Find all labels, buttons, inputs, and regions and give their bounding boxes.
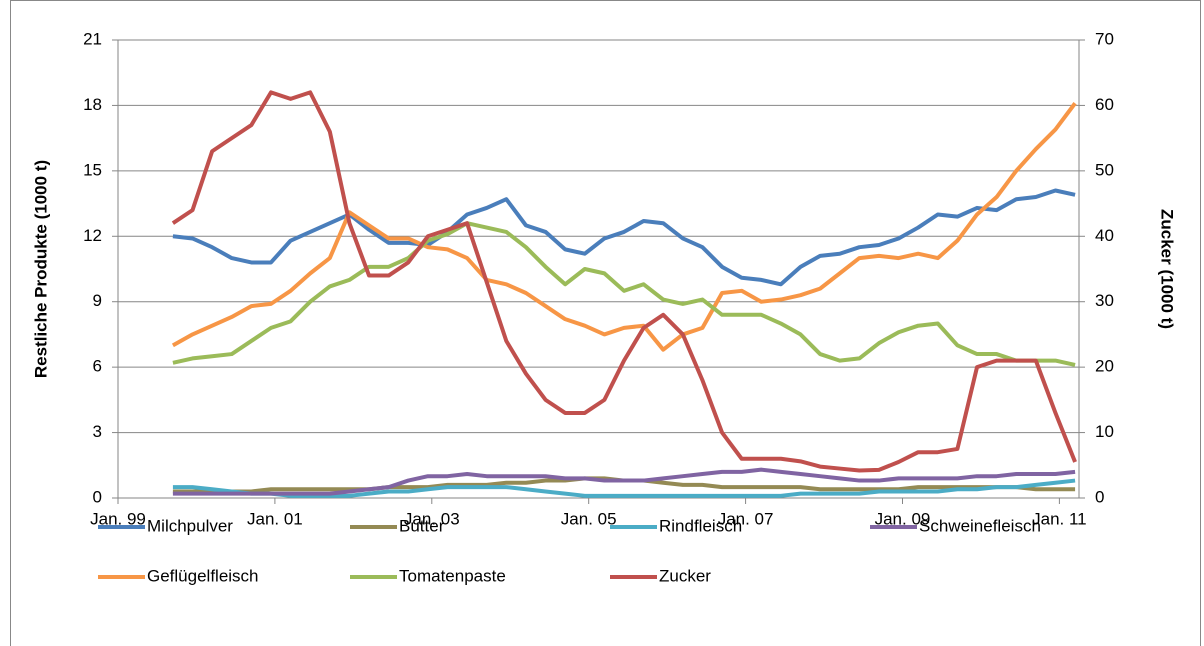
x-tick-label: Jan. 09 — [875, 509, 931, 528]
chart-frame — [10, 0, 1201, 646]
y-axis-title: Restliche Produkte (1000 t) — [31, 160, 50, 378]
x-tick-label: Jan. 11 — [1032, 509, 1087, 528]
x-tick-label: Jan. 01 — [247, 509, 303, 528]
series-line — [172, 221, 1076, 367]
y-tick-label: 3 — [93, 422, 102, 441]
x-tick-label: Jan. 05 — [561, 509, 617, 528]
y2-tick-label: 70 — [1095, 29, 1114, 48]
y2-tick-label: 30 — [1095, 291, 1114, 310]
series-line — [171, 90, 1077, 473]
legend-label: Schweinefleisch — [919, 516, 1041, 535]
y2-tick-label: 0 — [1095, 487, 1104, 506]
y-tick-label: 9 — [93, 291, 102, 310]
legend-label: Tomatenpaste — [399, 566, 506, 585]
y2-tick-label: 20 — [1095, 357, 1114, 376]
series-line — [172, 467, 1076, 496]
y-tick-label: 12 — [83, 226, 102, 245]
y2-tick-label: 40 — [1095, 226, 1114, 245]
y-tick-label: 21 — [83, 29, 102, 48]
y-tick-label: 18 — [83, 95, 102, 114]
y2-tick-label: 60 — [1095, 95, 1114, 114]
legend-label: Zucker — [659, 566, 711, 585]
y2-axis-title: Zucker (1000 t) — [1158, 209, 1177, 329]
y2-tick-label: 10 — [1095, 422, 1114, 441]
series-line — [171, 102, 1077, 352]
legend-label: Milchpulver — [147, 516, 233, 535]
legend-label: Geflügelfleisch — [147, 566, 259, 585]
x-tick-label: Jan. 07 — [718, 509, 774, 528]
y-tick-label: 15 — [83, 160, 102, 179]
x-tick-label: Jan. 99 — [90, 509, 146, 528]
legend-label: Rindfleisch — [659, 516, 742, 535]
x-tick-label: Jan. 03 — [404, 509, 460, 528]
series-line — [172, 478, 1076, 498]
y-tick-label: 0 — [93, 487, 102, 506]
series-line — [172, 188, 1076, 287]
legend-label: Butter — [399, 516, 445, 535]
y-tick-label: 6 — [93, 357, 102, 376]
y2-tick-label: 50 — [1095, 160, 1114, 179]
